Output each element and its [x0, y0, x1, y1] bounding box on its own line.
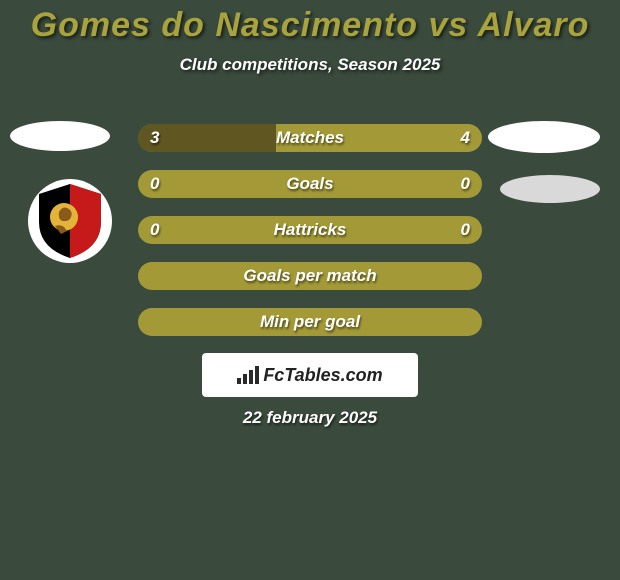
bar-row: Min per goal: [138, 308, 482, 336]
bar-row: Goals0 0: [138, 170, 482, 198]
brand-text: FcTables.com: [263, 365, 382, 386]
bars-icon: [237, 366, 259, 384]
bar-value-right: 0: [449, 216, 482, 244]
shield-icon: [35, 182, 105, 260]
bar-value-right: 0: [449, 170, 482, 198]
player2-name: Alvaro: [478, 6, 590, 44]
bar-row: Matches3 4: [138, 124, 482, 152]
bar-row: Hattricks0 0: [138, 216, 482, 244]
bar-value-left: 0: [138, 216, 171, 244]
player1-name: Gomes do Nascimento: [31, 6, 418, 44]
bar-label: Goals: [138, 170, 482, 198]
player1-club-badge: [28, 179, 112, 263]
bar-label: Min per goal: [138, 308, 482, 336]
bar-row: Goals per match: [138, 262, 482, 290]
subtitle: Club competitions, Season 2025: [0, 55, 620, 75]
page-title: Gomes do Nascimento vs Alvaro: [0, 0, 620, 45]
bar-label: Hattricks: [138, 216, 482, 244]
bar-label: Matches: [138, 124, 482, 152]
bar-value-right: 4: [449, 124, 482, 152]
bar-value-left: 3: [138, 124, 171, 152]
player2-club-badge: [500, 175, 600, 203]
bar-value-left: 0: [138, 170, 171, 198]
date-line: 22 february 2025: [0, 408, 620, 428]
brand-box: FcTables.com: [202, 353, 418, 397]
vs-word: vs: [429, 6, 469, 44]
bar-label: Goals per match: [138, 262, 482, 290]
player2-avatar: [488, 121, 600, 153]
comparison-bars: Matches34Goals00Hattricks00Goals per mat…: [138, 124, 482, 354]
player1-avatar: [10, 121, 110, 151]
